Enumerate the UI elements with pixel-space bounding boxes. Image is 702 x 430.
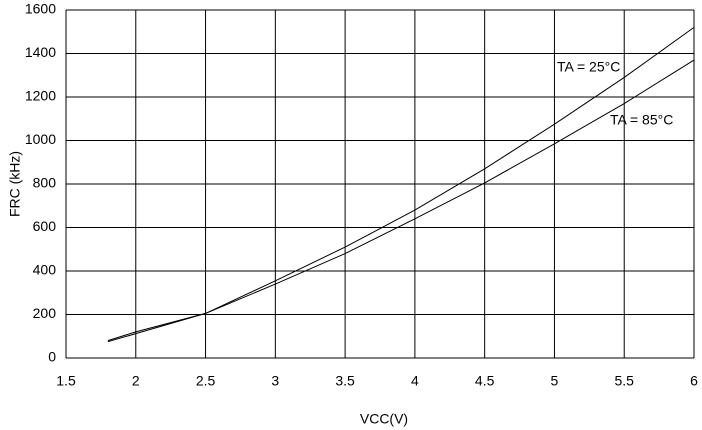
y-tick-label: 400 [33, 262, 57, 278]
series-line [107, 26, 695, 343]
x-tick-label: 3.5 [335, 373, 355, 389]
x-tick-label: 4 [411, 373, 419, 389]
series-line [107, 59, 695, 342]
x-tick-label: 6 [690, 373, 698, 389]
x-tick-label: 1.5 [56, 373, 76, 389]
y-tick-label: 600 [33, 218, 57, 234]
y-tick-label: 1400 [25, 44, 56, 60]
x-tick-label: 5.5 [614, 373, 634, 389]
y-tick-label: 800 [33, 175, 57, 191]
y-axis-label: FRC (kHz) [7, 151, 23, 217]
x-tick-label: 3 [271, 373, 279, 389]
x-tick-label: 5 [551, 373, 559, 389]
series-label: TA = 85°C [610, 112, 673, 128]
y-tick-label: 1000 [25, 131, 56, 147]
x-tick-label: 4.5 [475, 373, 495, 389]
y-tick-label: 1600 [25, 1, 56, 17]
x-tick-label: 2 [132, 373, 140, 389]
y-tick-label: 0 [48, 349, 56, 365]
series-label: TA = 25°C [557, 59, 620, 75]
y-tick-label: 200 [33, 305, 57, 321]
x-axis-label: VCC(V) [360, 411, 408, 427]
y-tick-label: 1200 [25, 88, 56, 104]
x-tick-label: 2.5 [196, 373, 216, 389]
